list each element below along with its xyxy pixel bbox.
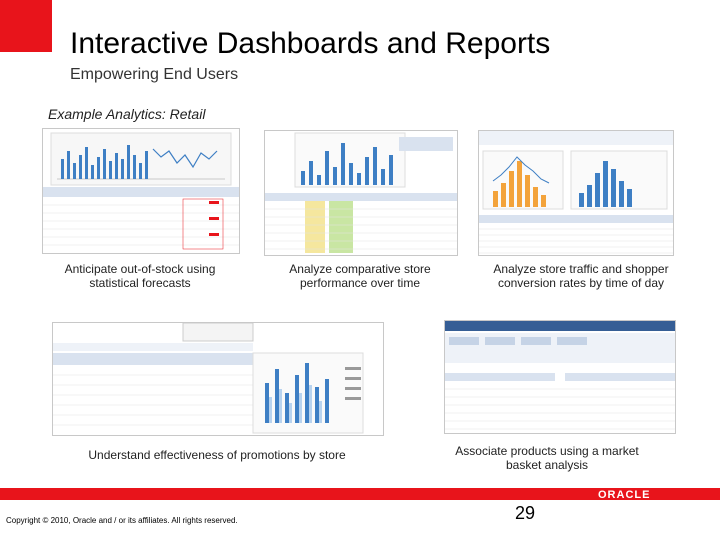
caption-forecast: Anticipate out-of-stock using statistica… bbox=[64, 262, 216, 290]
store-performance-thumbnail[interactable] bbox=[264, 130, 458, 256]
promotion-effectiveness-thumbnail[interactable] bbox=[52, 322, 384, 436]
slide-subtitle: Empowering End Users bbox=[70, 66, 239, 83]
slide-title: Interactive Dashboards and Reports bbox=[70, 27, 551, 60]
oracle-logo: ORACLE bbox=[598, 489, 651, 501]
store-traffic-thumbnail[interactable] bbox=[478, 130, 674, 256]
market-basket-graphic bbox=[445, 321, 675, 430]
footer-bar bbox=[0, 488, 720, 500]
copyright-notice: Copyright © 2010, Oracle and / or its af… bbox=[6, 516, 238, 525]
forecast-dashboard-graphic bbox=[43, 132, 239, 250]
caption-promotion: Understand effectiveness of promotions b… bbox=[88, 448, 346, 462]
page-number: 29 bbox=[514, 503, 536, 523]
store-traffic-graphic bbox=[479, 131, 673, 254]
caption-market-basket: Associate products using a market basket… bbox=[455, 444, 639, 472]
promotion-effectiveness-graphic bbox=[53, 323, 364, 434]
market-basket-thumbnail[interactable] bbox=[444, 320, 676, 434]
example-label: Example Analytics: Retail bbox=[48, 106, 206, 122]
caption-store-performance: Analyze comparative store performance ov… bbox=[289, 262, 431, 290]
forecast-dashboard-thumbnail[interactable] bbox=[42, 128, 240, 254]
store-performance-graphic bbox=[265, 132, 457, 253]
caption-store-traffic: Analyze store traffic and shopper conver… bbox=[493, 262, 669, 290]
brand-red-block bbox=[0, 0, 52, 52]
